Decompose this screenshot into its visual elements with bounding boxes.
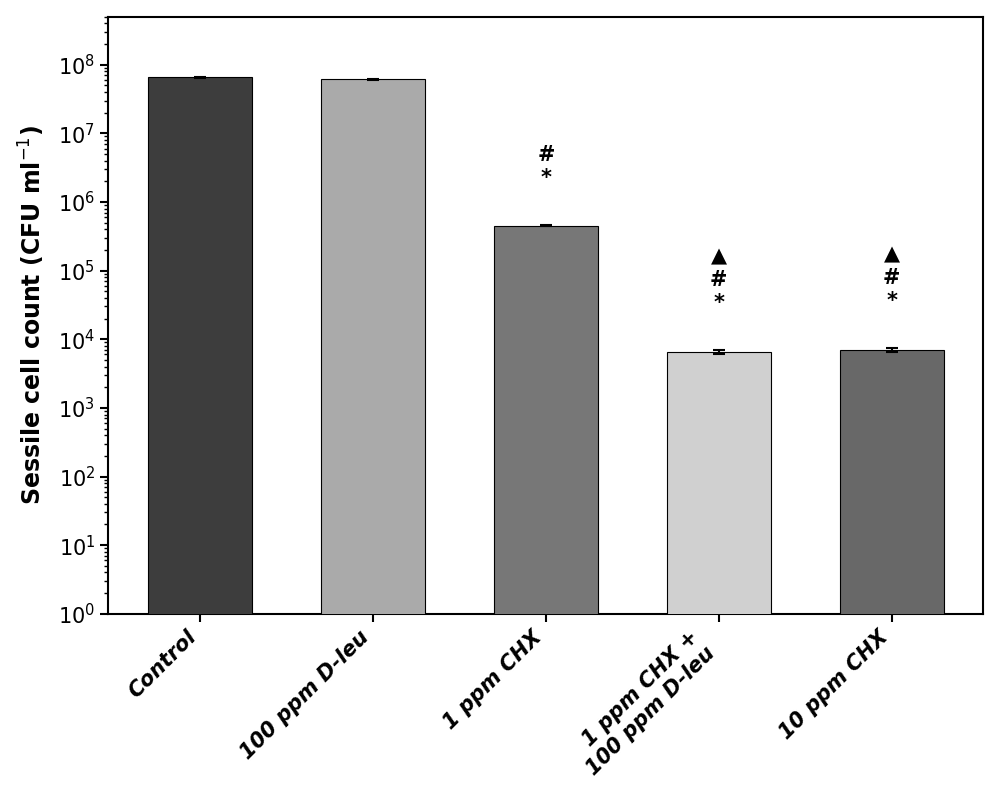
Text: #
*: # * bbox=[537, 145, 555, 188]
Text: ▲
#
*: ▲ # * bbox=[883, 244, 900, 311]
Bar bbox=[840, 350, 944, 796]
Bar bbox=[494, 226, 598, 796]
Text: ▲
#
*: ▲ # * bbox=[710, 247, 727, 313]
Y-axis label: Sessile cell count (CFU ml$^{-1}$): Sessile cell count (CFU ml$^{-1}$) bbox=[17, 125, 47, 505]
Bar bbox=[321, 80, 425, 796]
Bar bbox=[148, 77, 252, 796]
Bar bbox=[667, 352, 771, 796]
